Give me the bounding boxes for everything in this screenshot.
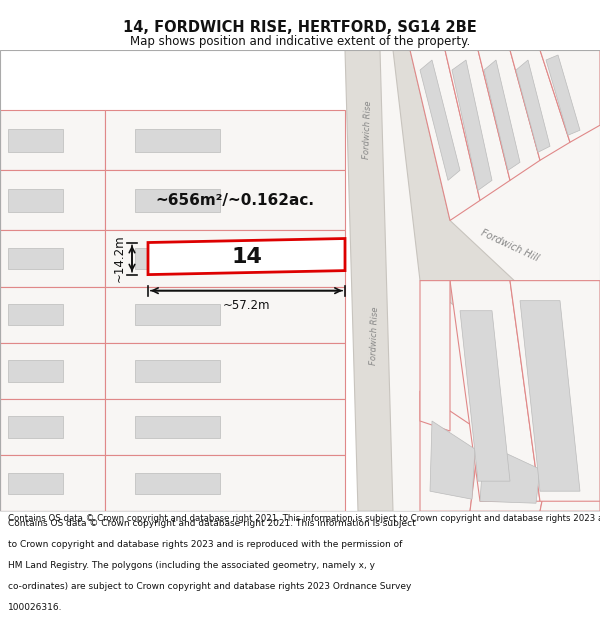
Text: Fordwich Rise: Fordwich Rise: [362, 101, 374, 159]
Polygon shape: [484, 60, 520, 171]
Polygon shape: [478, 50, 540, 181]
Text: co-ordinates) are subject to Crown copyright and database rights 2023 Ordnance S: co-ordinates) are subject to Crown copyr…: [8, 582, 411, 591]
Text: to Crown copyright and database rights 2023 and is reproduced with the permissio: to Crown copyright and database rights 2…: [8, 540, 402, 549]
Bar: [0, 287, 105, 342]
Text: Contains OS data © Crown copyright and database right 2021. This information is : Contains OS data © Crown copyright and d…: [8, 519, 416, 528]
Bar: [8, 416, 63, 437]
Polygon shape: [380, 50, 600, 511]
Text: ~656m²/~0.162ac.: ~656m²/~0.162ac.: [155, 193, 314, 208]
Polygon shape: [510, 281, 600, 501]
Polygon shape: [420, 60, 460, 181]
Polygon shape: [445, 50, 510, 201]
Polygon shape: [345, 50, 393, 511]
Text: ~14.2m: ~14.2m: [113, 235, 126, 282]
Text: Map shows position and indicative extent of the property.: Map shows position and indicative extent…: [130, 35, 470, 48]
Bar: [0, 455, 105, 511]
Text: 14, FORDWICH RISE, HERTFORD, SG14 2BE: 14, FORDWICH RISE, HERTFORD, SG14 2BE: [123, 20, 477, 35]
Bar: [0, 399, 105, 455]
Bar: [0, 342, 105, 399]
Text: Contains OS data © Crown copyright and database right 2021. This information is : Contains OS data © Crown copyright and d…: [8, 514, 600, 523]
Polygon shape: [510, 50, 570, 160]
Polygon shape: [430, 421, 475, 499]
Bar: [0, 231, 105, 287]
Bar: [105, 110, 345, 171]
Bar: [8, 189, 63, 212]
Bar: [135, 360, 220, 381]
Polygon shape: [452, 60, 492, 191]
Polygon shape: [393, 50, 600, 411]
Polygon shape: [546, 55, 580, 135]
Polygon shape: [460, 311, 510, 481]
Bar: [105, 231, 345, 287]
Bar: [8, 304, 63, 326]
Bar: [8, 360, 63, 381]
Polygon shape: [148, 239, 345, 274]
Polygon shape: [470, 431, 550, 511]
Polygon shape: [540, 50, 600, 142]
Polygon shape: [516, 60, 550, 152]
Bar: [135, 304, 220, 326]
Text: 100026316.: 100026316.: [8, 603, 62, 612]
Text: 14: 14: [231, 246, 262, 266]
Bar: [105, 342, 345, 399]
Polygon shape: [450, 281, 540, 501]
Polygon shape: [540, 461, 600, 511]
Bar: [8, 248, 63, 269]
Bar: [135, 189, 220, 212]
Bar: [135, 248, 220, 269]
Bar: [105, 171, 345, 231]
Text: Fordwich Hill: Fordwich Hill: [479, 228, 541, 263]
Text: HM Land Registry. The polygons (including the associated geometry, namely x, y: HM Land Registry. The polygons (includin…: [8, 561, 375, 570]
Bar: [0, 171, 105, 231]
Text: ~57.2m: ~57.2m: [223, 299, 270, 312]
Polygon shape: [420, 281, 450, 431]
Bar: [105, 287, 345, 342]
Bar: [105, 399, 345, 455]
Polygon shape: [420, 391, 480, 511]
Text: Fordwich Rise: Fordwich Rise: [370, 306, 380, 365]
Bar: [135, 129, 220, 152]
Polygon shape: [480, 443, 540, 503]
Bar: [0, 110, 105, 171]
Bar: [135, 472, 220, 494]
Bar: [135, 416, 220, 437]
Polygon shape: [520, 301, 580, 491]
Polygon shape: [410, 50, 480, 221]
Bar: [8, 129, 63, 152]
Bar: [105, 455, 345, 511]
Bar: [8, 472, 63, 494]
